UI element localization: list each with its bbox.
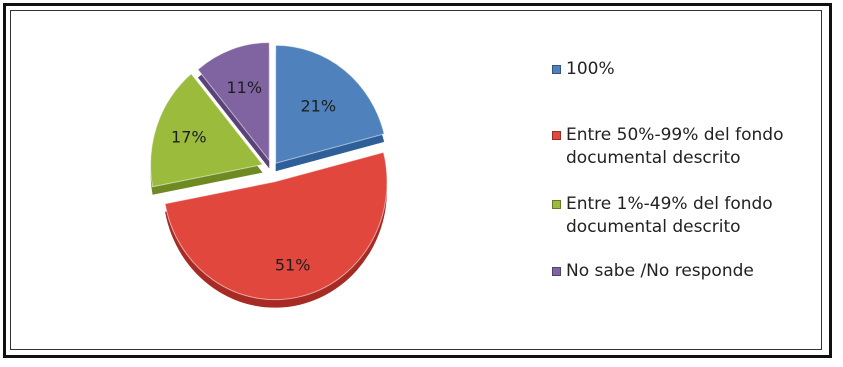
legend-item-no-sabe: No sabe /No responde: [552, 260, 754, 283]
pie-slice-1-49: [150, 72, 264, 188]
legend-item-1-49: Entre 1%-49% del fondo documental descri…: [552, 193, 773, 239]
chart-inner-frame: [10, 10, 822, 350]
pie-label-no-sabe: 11%: [226, 78, 262, 97]
pie-label-100: 21%: [300, 96, 336, 115]
legend-label-no-sabe: No sabe /No responde: [566, 261, 754, 281]
legend-label-100: 100%: [566, 59, 615, 79]
legend-swatch-no-sabe: [552, 267, 561, 276]
pie-slice-100: [275, 44, 385, 164]
legend-item-50-99: Entre 50%-99% del fondo documental descr…: [552, 124, 784, 170]
legend-swatch-100: [552, 65, 561, 74]
legend-label-50-99: Entre 50%-99% del fondo documental descr…: [566, 125, 784, 168]
legend-label-1-49: Entre 1%-49% del fondo documental descri…: [566, 194, 773, 237]
legend-swatch-50-99: [552, 131, 561, 140]
pie-slice-no-sabe: [197, 41, 270, 162]
pie-label-1-49: 17%: [171, 128, 207, 147]
legend-swatch-1-49: [552, 200, 561, 209]
pie-label-50-99: 51%: [275, 256, 311, 275]
pie-slice-50-99: [164, 151, 388, 301]
legend-item-100: 100%: [552, 58, 615, 81]
